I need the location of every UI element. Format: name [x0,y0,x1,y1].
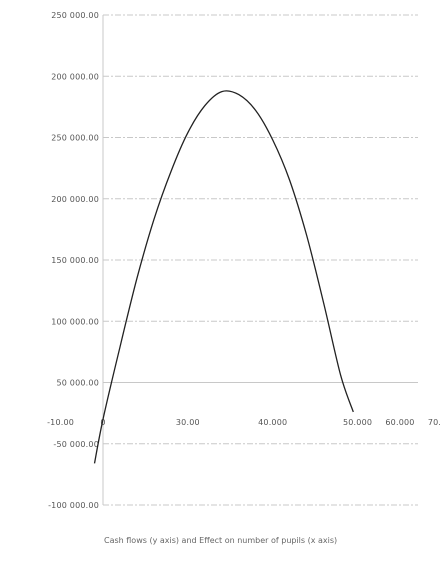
chart-caption: Cash flows (y axis) and Effect on number… [104,536,338,545]
y-tick-label: 150 000.00 [51,256,99,265]
y-tick-label: 250 000.00 [51,134,99,143]
x-tick-label: -10.00 [47,418,74,427]
y-tick-layer: 250 000.00 200 000.00 250 000.00 200 000.00… [48,11,99,510]
y-tick-label: 200 000.00 [51,72,99,81]
x-tick-label: 60.000 [385,418,414,427]
series-layer [93,90,354,464]
y-tick-label: 250 000.00 [51,11,99,20]
y-tick-label: 200 000.00 [51,195,99,204]
x-tick-label: 70.000 [428,418,440,427]
grid-layer [102,14,418,506]
x-tick-label: 40.000 [258,418,287,427]
series-line [93,90,354,464]
chart-plot: 250 000.00 200 000.00 250 000.00 200 000.00… [47,11,440,510]
y-tick-label: 50 000.00 [56,379,99,388]
x-tick-label: 30.00 [176,418,200,427]
y-tick-label: -50 000.00 [53,440,99,449]
y-tick-label: -100 000.00 [48,501,99,510]
y-tick-label: 100 000.00 [51,317,99,326]
x-tick-label: 50.000 [343,418,372,427]
